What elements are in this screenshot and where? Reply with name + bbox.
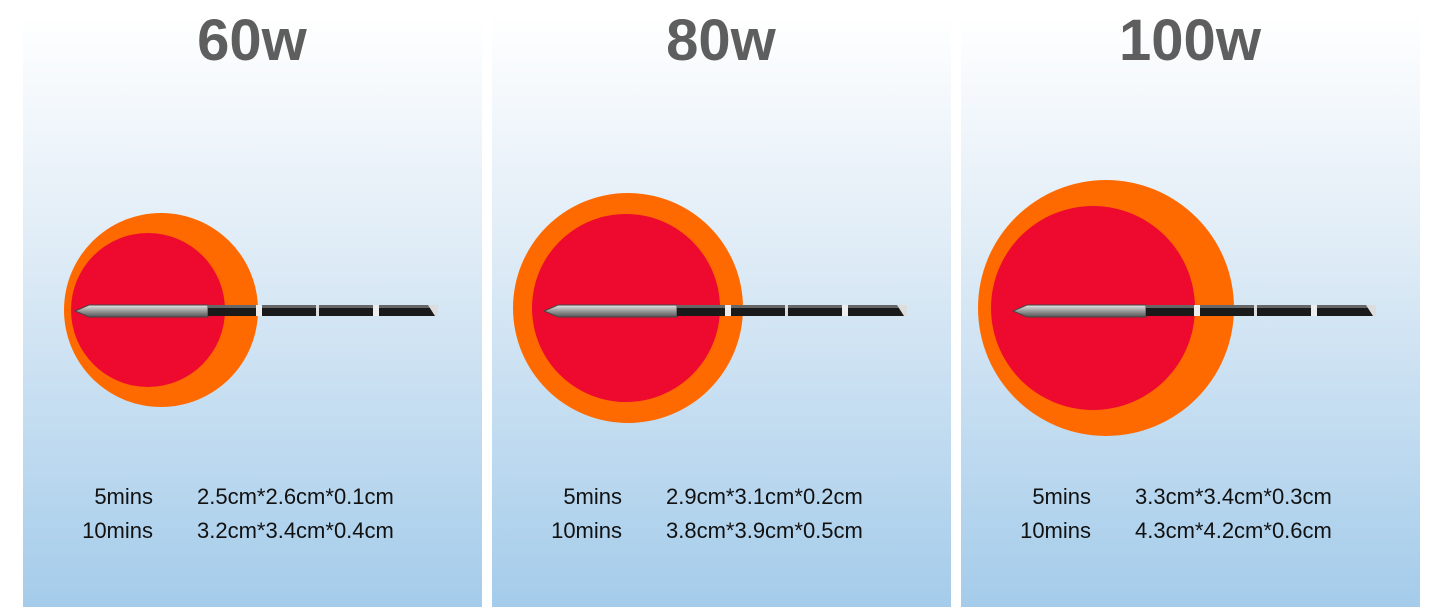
panel-title: 60w [197,8,308,73]
time-label: 5mins [563,484,622,509]
panel: 100w 5mins 3.3cm*3.4cm*0.3cm 10mins 4.3cm*4.… [961,8,1420,607]
time-label: 10mins [82,518,153,543]
panel: 60w 5mins 2.5cm*2.6cm*0.1cm 10mins 3.2cm*3.4… [23,8,482,607]
panels: 60w 5mins 2.5cm*2.6cm*0.1cm 10mins 3.2cm*3.4… [23,8,1420,607]
dimension-label: 3.3cm*3.4cm*0.3cm [1135,484,1332,509]
dimension-label: 4.3cm*4.2cm*0.6cm [1135,518,1332,543]
time-label: 10mins [1020,518,1091,543]
dimension-label: 3.8cm*3.9cm*0.5cm [666,518,863,543]
dimension-label: 2.5cm*2.6cm*0.1cm [197,484,394,509]
time-label: 10mins [551,518,622,543]
time-label: 5mins [94,484,153,509]
panel-title: 100w [1119,8,1262,73]
panel-title: 80w [666,8,777,73]
dimension-label: 3.2cm*3.4cm*0.4cm [197,518,394,543]
panel: 80w 5mins 2.9cm*3.1cm*0.2cm 10mins 3.8cm*3.9… [492,8,951,607]
needle [74,304,439,318]
time-label: 5mins [1032,484,1091,509]
needle [1012,304,1377,318]
dimension-label: 2.9cm*3.1cm*0.2cm [666,484,863,509]
needle [543,304,908,318]
